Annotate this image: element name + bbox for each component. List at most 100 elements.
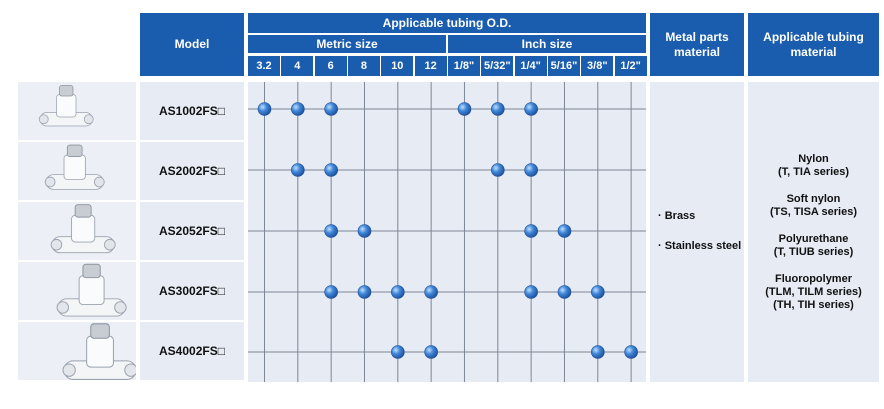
applicable-dot <box>324 224 338 238</box>
tubing-material-line: Nylon <box>798 152 829 165</box>
applicable-dot <box>524 163 538 177</box>
inch-size-label: Inch size <box>521 36 573 51</box>
applicable-dot <box>257 102 272 116</box>
speed-controller-icon <box>38 85 94 127</box>
size-header-cell: 3.2 <box>248 56 280 76</box>
size-header-label: 6 <box>327 59 334 72</box>
size-header-label: 1/2" <box>620 59 641 72</box>
tubing-material-line: (TLM, TILM series) <box>765 285 862 298</box>
applicable-dot <box>391 345 405 359</box>
applicable-dot <box>324 102 338 116</box>
applicable-od-header: Applicable tubing O.D. <box>248 13 646 33</box>
applicable-dot <box>491 102 505 116</box>
applicable-dot <box>590 285 605 299</box>
size-header-label: 5/16" <box>550 59 578 72</box>
applicable-dot <box>624 345 638 359</box>
tubing-material-group: Polyurethane (T, TIUB series) <box>774 233 853 259</box>
speed-controller-icon <box>50 204 116 254</box>
applicable-dot <box>424 285 438 299</box>
model-name: AS2002FS□ <box>159 164 225 178</box>
applicable-dot <box>357 224 372 238</box>
size-header-cell: 1/4" <box>514 56 547 76</box>
size-header-cell: 1/2" <box>614 56 647 76</box>
metal-parts-label-line2: material <box>673 44 721 59</box>
model-cell: AS2052FS□ <box>140 202 244 260</box>
size-header-label: 3.2 <box>256 59 272 72</box>
applicable-dot <box>524 224 538 238</box>
tubing-material-group: Soft nylon (TS, TISA series) <box>770 193 857 219</box>
applicable-dot <box>557 224 572 238</box>
model-name: AS2052FS□ <box>159 224 225 238</box>
size-header-label: 3/8" <box>587 59 608 72</box>
speed-controller-icon <box>56 263 127 317</box>
size-header-label: 4 <box>294 59 301 72</box>
applicable-material-header: Applicable tubing material <box>748 13 879 76</box>
product-image-cell <box>18 262 136 320</box>
applicable-dot <box>391 285 405 299</box>
product-image-cell <box>18 82 136 140</box>
size-header-label: 1/8" <box>453 59 475 72</box>
model-name: AS3002FS□ <box>159 284 225 298</box>
speed-controller-icon <box>62 323 138 380</box>
product-image-cell <box>18 202 136 260</box>
tubing-material-cell: Nylon (T, TIA series) Soft nylon (TS, TISA … <box>748 82 879 382</box>
applicable-dot <box>291 163 305 177</box>
applicable-dot <box>590 345 605 359</box>
size-header-label: 10 <box>391 59 404 72</box>
metal-material-stainless: · Stainless steel <box>658 240 742 252</box>
size-header-cell: 3/8" <box>581 56 614 76</box>
tubing-material-line: Soft nylon <box>786 192 841 205</box>
size-header-cell: 5/32" <box>481 56 514 76</box>
product-image-cell <box>18 142 136 200</box>
applicable-dot <box>524 102 538 116</box>
applicable-dot <box>524 285 538 299</box>
size-header-cell: 6 <box>314 56 347 76</box>
applicable-dot <box>491 163 505 177</box>
model-cell: AS3002FS□ <box>140 262 244 320</box>
applicable-material-label-line2: material <box>790 44 837 59</box>
size-header-label: 5/32" <box>483 59 511 72</box>
applicable-dot <box>324 163 338 177</box>
size-header-cell: 4 <box>281 56 314 76</box>
size-header-label: 1/4" <box>520 59 541 72</box>
size-header-cell: 10 <box>381 56 414 76</box>
size-header-label: 8 <box>360 59 368 72</box>
tubing-material-line: (TS, TISA series) <box>769 205 857 218</box>
size-header-label: 12 <box>424 59 437 72</box>
metal-material-brass: · Brass <box>658 210 696 222</box>
size-header-cell: 1/8" <box>447 56 480 76</box>
metric-size-label: Metric size <box>316 36 378 51</box>
tubing-material-line: Fluoropolymer <box>774 272 852 285</box>
model-cell: AS1002FS□ <box>140 82 244 140</box>
model-cell: AS2002FS□ <box>140 142 244 200</box>
applicable-dot <box>557 285 572 299</box>
applicable-material-label-line1: Applicable tubing <box>763 29 864 44</box>
tubing-material-line: (TH, TIH series) <box>773 298 854 311</box>
model-name: AS1002FS□ <box>159 104 225 118</box>
size-header-cell: 12 <box>414 56 447 76</box>
tubing-material-line: (T, TIA series) <box>777 165 850 178</box>
applicable-dot <box>457 102 472 116</box>
inch-size-header: Inch size <box>448 35 646 53</box>
metal-parts-label-line1: Metal parts <box>665 29 729 44</box>
applicable-dot <box>291 102 305 116</box>
size-header-cell: 8 <box>347 56 380 76</box>
speed-controller-icon <box>44 144 105 190</box>
tubing-material-group: Nylon (T, TIA series) <box>778 153 849 179</box>
applicable-dot <box>424 345 438 359</box>
metal-parts-cell: · Brass · Stainless steel <box>650 82 744 382</box>
metric-size-header: Metric size <box>248 35 446 53</box>
applicable-od-label: Applicable tubing O.D. <box>382 15 512 30</box>
size-header-cell: 5/16" <box>547 56 580 76</box>
tubing-material-line: (T, TIUB series) <box>773 245 854 258</box>
grid-panel <box>248 82 646 382</box>
model-name: AS4002FS□ <box>159 344 225 358</box>
tubing-material-group: Fluoropolymer (TLM, TILM series) (TH, TIH … <box>765 273 862 312</box>
tubing-material-line: Polyurethane <box>778 232 849 245</box>
metal-parts-header: Metal parts material <box>650 13 744 76</box>
applicable-dot <box>324 285 338 299</box>
product-image-cell <box>18 322 138 380</box>
model-header: Model <box>140 13 244 76</box>
applicable-dot <box>357 285 372 299</box>
